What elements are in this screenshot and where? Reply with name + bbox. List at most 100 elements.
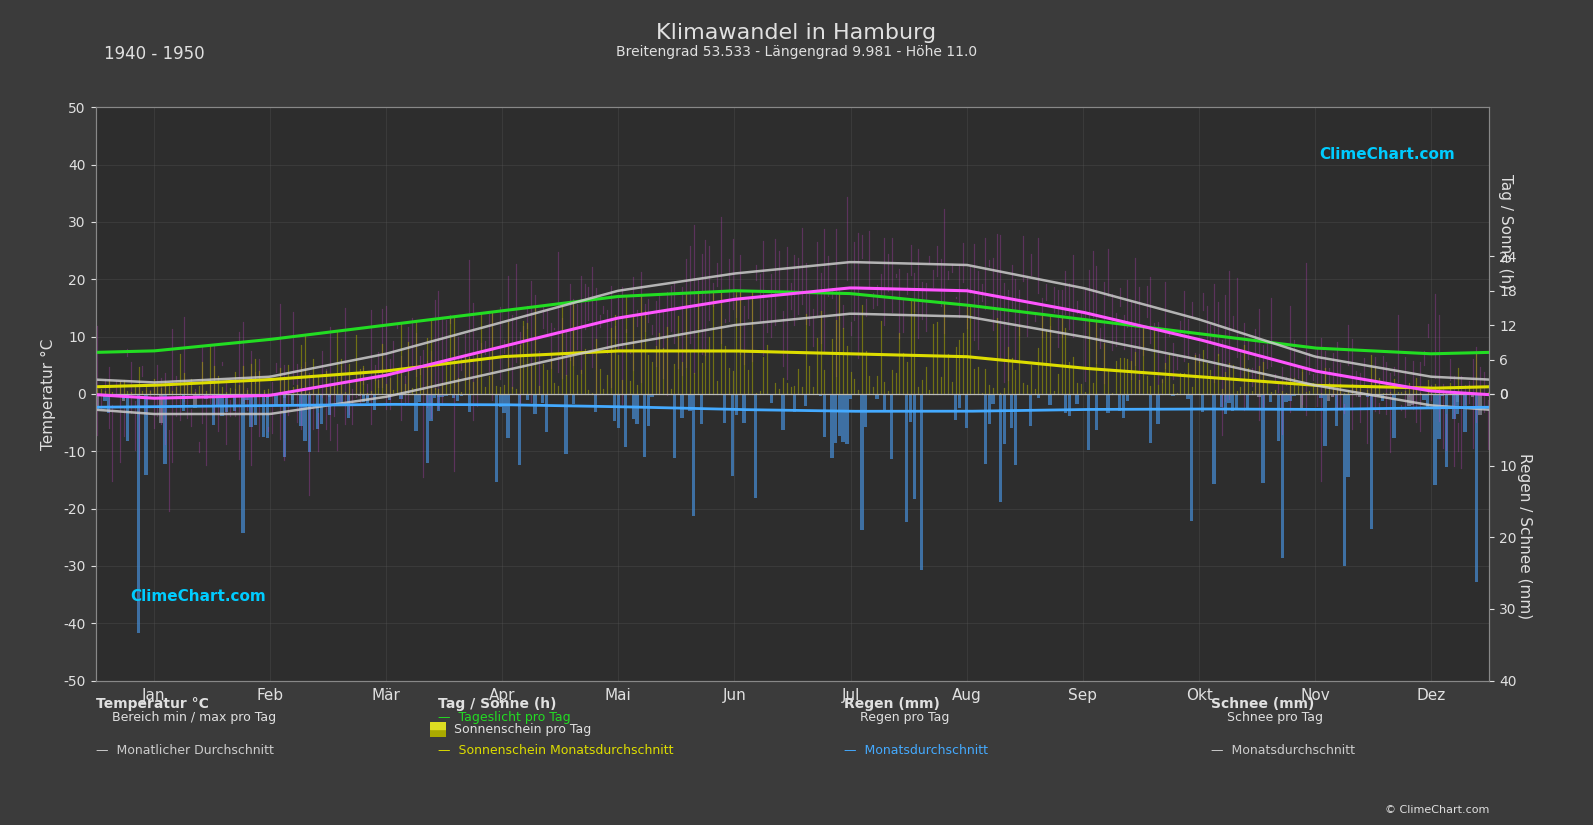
Bar	[793, 394, 796, 412]
Bar	[220, 394, 223, 397]
Bar	[890, 394, 894, 460]
Text: © ClimeChart.com: © ClimeChart.com	[1384, 805, 1489, 815]
Bar	[1270, 394, 1273, 402]
Bar	[1002, 394, 1005, 444]
Bar	[107, 394, 110, 413]
Bar	[467, 394, 472, 412]
Text: Tag / Sonne (h): Tag / Sonne (h)	[438, 697, 556, 711]
Bar	[742, 394, 746, 423]
Bar	[875, 394, 878, 399]
Bar	[1442, 394, 1445, 396]
Bar	[299, 394, 303, 427]
Bar	[1365, 394, 1368, 395]
Y-axis label: Temperatur °C: Temperatur °C	[41, 338, 56, 450]
Bar	[910, 394, 913, 422]
Text: —  Monatsdurchschnitt: — Monatsdurchschnitt	[844, 744, 988, 757]
Bar	[1411, 394, 1415, 405]
Bar	[860, 394, 863, 530]
Bar	[436, 394, 440, 397]
Text: Schnee (mm): Schnee (mm)	[1211, 697, 1314, 711]
Bar	[198, 394, 201, 398]
Bar	[1246, 394, 1249, 409]
Bar	[400, 394, 403, 399]
Bar	[452, 394, 456, 398]
Bar	[104, 394, 107, 402]
Bar	[250, 394, 253, 427]
Bar	[1048, 394, 1051, 405]
Bar	[373, 394, 376, 410]
Bar	[430, 722, 446, 728]
Bar	[212, 394, 215, 425]
Text: Temperatur °C: Temperatur °C	[96, 697, 209, 711]
Bar	[1407, 394, 1410, 406]
Bar	[849, 394, 852, 399]
Bar	[1171, 394, 1174, 396]
Bar	[672, 394, 675, 459]
Bar	[507, 394, 510, 438]
Bar	[266, 394, 269, 398]
Bar	[1094, 394, 1098, 430]
Bar	[1107, 394, 1110, 413]
Bar	[691, 394, 696, 516]
Bar	[984, 394, 988, 464]
Text: ClimeChart.com: ClimeChart.com	[1319, 148, 1454, 163]
Bar	[336, 394, 339, 405]
Bar	[822, 394, 827, 437]
Bar	[245, 394, 249, 400]
Bar	[1423, 394, 1426, 400]
Bar	[414, 394, 417, 431]
Bar	[1475, 394, 1478, 582]
Bar	[833, 394, 838, 443]
Bar	[753, 394, 757, 497]
Bar	[1037, 394, 1040, 398]
Text: ClimeChart.com: ClimeChart.com	[131, 589, 266, 604]
Bar	[425, 394, 429, 464]
Text: —  Monatsdurchschnitt: — Monatsdurchschnitt	[1211, 744, 1354, 757]
Bar	[688, 394, 691, 411]
Bar	[441, 394, 444, 397]
Bar	[957, 394, 961, 408]
Bar	[282, 394, 287, 398]
Bar	[96, 394, 99, 409]
Bar	[1187, 394, 1190, 398]
Bar	[123, 394, 126, 400]
Bar	[913, 394, 916, 499]
Bar	[429, 394, 433, 421]
Bar	[781, 394, 784, 430]
Bar	[883, 394, 886, 411]
Bar	[365, 394, 370, 403]
Bar	[723, 394, 726, 423]
Bar	[315, 394, 319, 429]
Bar	[1075, 394, 1078, 403]
Bar	[1434, 394, 1437, 485]
Bar	[292, 394, 295, 400]
Bar	[241, 394, 245, 404]
Bar	[999, 394, 1002, 502]
Bar	[104, 394, 107, 397]
Bar	[1332, 394, 1335, 397]
Bar	[1235, 394, 1238, 408]
Bar	[137, 394, 140, 633]
Bar	[518, 394, 521, 465]
Bar	[819, 394, 822, 396]
Bar	[1359, 394, 1362, 397]
Bar	[436, 394, 440, 411]
Bar	[1086, 394, 1090, 450]
Bar	[370, 394, 373, 395]
Bar	[1464, 394, 1467, 431]
Bar	[225, 394, 228, 412]
Bar	[804, 394, 808, 407]
Bar	[1478, 394, 1481, 415]
Bar	[769, 394, 773, 403]
Bar	[542, 394, 545, 403]
Bar	[241, 394, 245, 533]
Bar	[965, 394, 969, 428]
Bar	[545, 394, 548, 432]
Bar	[1029, 394, 1032, 426]
Bar	[282, 394, 287, 457]
Bar	[1289, 394, 1292, 401]
Bar	[846, 394, 849, 444]
Bar	[680, 394, 683, 417]
Bar	[1190, 394, 1193, 521]
Bar	[1327, 394, 1330, 401]
